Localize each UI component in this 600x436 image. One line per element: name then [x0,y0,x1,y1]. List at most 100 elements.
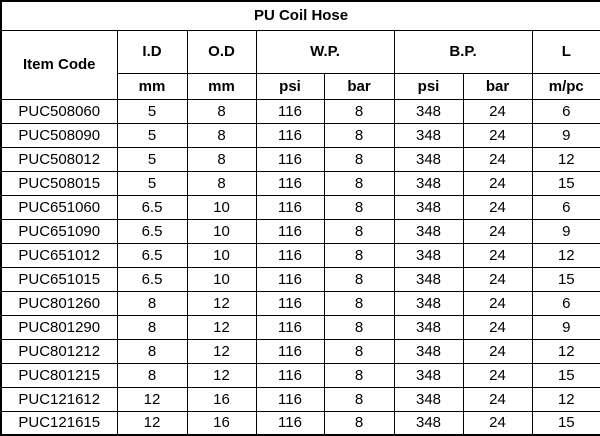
value-cell: 348 [393,146,464,172]
value-cell: 24 [462,290,533,316]
table-row: PUC508090 5 8 116 8 348 24 9 [0,122,600,148]
value-cell: 116 [255,362,325,388]
table-row: PUC508015 5 8 116 8 348 24 15 [0,170,600,196]
value-cell: 116 [255,410,325,436]
value-cell: 8 [323,338,395,364]
value-cell: 8 [323,410,395,436]
value-cell: 16 [186,386,257,412]
value-cell: 8 [116,338,188,364]
value-cell: 116 [255,266,325,292]
value-cell: 116 [255,290,325,316]
value-cell: 6.5 [116,242,188,268]
value-cell: 24 [462,362,533,388]
value-cell: 12 [186,338,257,364]
page-title: PU Coil Hose [0,0,600,31]
value-cell: 24 [462,98,533,124]
item-code-cell: PUC651012 [0,242,118,268]
table-body: PUC508060 5 8 116 8 348 24 6 PUC508090 5 8 116 8 348 2… [0,98,600,436]
column-header-od: O.D [186,29,257,74]
table-row: PUC508012 5 8 116 8 348 24 12 [0,146,600,172]
value-cell: 8 [323,266,395,292]
value-cell: 8 [186,122,257,148]
value-cell: 24 [462,170,533,196]
value-cell: 116 [255,146,325,172]
value-cell: 6 [531,98,600,124]
item-code-cell: PUC801290 [0,314,118,340]
value-cell: 348 [393,290,464,316]
value-cell: 8 [323,242,395,268]
value-cell: 9 [531,314,600,340]
value-cell: 348 [393,266,464,292]
value-cell: 24 [462,242,533,268]
unit-header-wp-bar: bar [323,72,395,100]
table-row: PUC651060 6.5 10 116 8 348 24 6 [0,194,600,220]
unit-header-bp-psi: psi [393,72,464,100]
table-row: PUC801212 8 12 116 8 348 24 12 [0,338,600,364]
value-cell: 348 [393,338,464,364]
item-code-cell: PUC508060 [0,98,118,124]
value-cell: 8 [116,290,188,316]
table-row: PUC801260 8 12 116 8 348 24 6 [0,290,600,316]
unit-header-l-mpc: m/pc [531,72,600,100]
value-cell: 8 [116,362,188,388]
table-row: PUC121612 12 16 116 8 348 24 12 [0,386,600,412]
value-cell: 8 [323,194,395,220]
column-header-l: L [531,29,600,74]
value-cell: 12 [531,338,600,364]
value-cell: 10 [186,194,257,220]
value-cell: 116 [255,170,325,196]
value-cell: 15 [531,170,600,196]
value-cell: 16 [186,410,257,436]
value-cell: 116 [255,338,325,364]
value-cell: 9 [531,218,600,244]
value-cell: 8 [323,314,395,340]
value-cell: 116 [255,242,325,268]
value-cell: 8 [323,170,395,196]
value-cell: 8 [323,386,395,412]
value-cell: 116 [255,98,325,124]
column-header-wp: W.P. [255,29,395,74]
item-code-cell: PUC508012 [0,146,118,172]
value-cell: 12 [186,362,257,388]
value-cell: 116 [255,122,325,148]
value-cell: 24 [462,122,533,148]
value-cell: 24 [462,146,533,172]
title-row: PU Coil Hose [0,0,600,31]
table-row: PUC508060 5 8 116 8 348 24 6 [0,98,600,124]
value-cell: 12 [531,146,600,172]
value-cell: 8 [323,98,395,124]
value-cell: 8 [186,170,257,196]
unit-header-id-mm: mm [116,72,188,100]
value-cell: 15 [531,266,600,292]
item-code-cell: PUC651015 [0,266,118,292]
value-cell: 15 [531,362,600,388]
value-cell: 348 [393,122,464,148]
value-cell: 12 [116,386,188,412]
value-cell: 348 [393,386,464,412]
value-cell: 6 [531,290,600,316]
column-header-id: I.D [116,29,188,74]
value-cell: 8 [116,314,188,340]
header-row-units: mm mm psi bar psi bar m/pc [1,72,600,100]
header-row-labels: Item Code I.D O.D W.P. B.P. L [0,29,600,100]
value-cell: 24 [462,218,533,244]
value-cell: 5 [116,98,188,124]
item-code-cell: PUC121612 [0,386,118,412]
value-cell: 5 [116,122,188,148]
table-header: PU Coil Hose Item Code I.D O.D W.P. B.P.… [0,0,600,100]
table-row: PUC121615 12 16 116 8 348 24 15 [0,410,600,436]
value-cell: 8 [323,218,395,244]
unit-header-od-mm: mm [186,72,257,100]
item-code-cell: PUC801212 [0,338,118,364]
value-cell: 8 [323,290,395,316]
unit-header-wp-psi: psi [255,72,325,100]
value-cell: 116 [255,218,325,244]
value-cell: 348 [393,242,464,268]
value-cell: 348 [393,218,464,244]
item-code-cell: PUC801215 [0,362,118,388]
value-cell: 10 [186,218,257,244]
value-cell: 8 [186,146,257,172]
value-cell: 24 [462,338,533,364]
